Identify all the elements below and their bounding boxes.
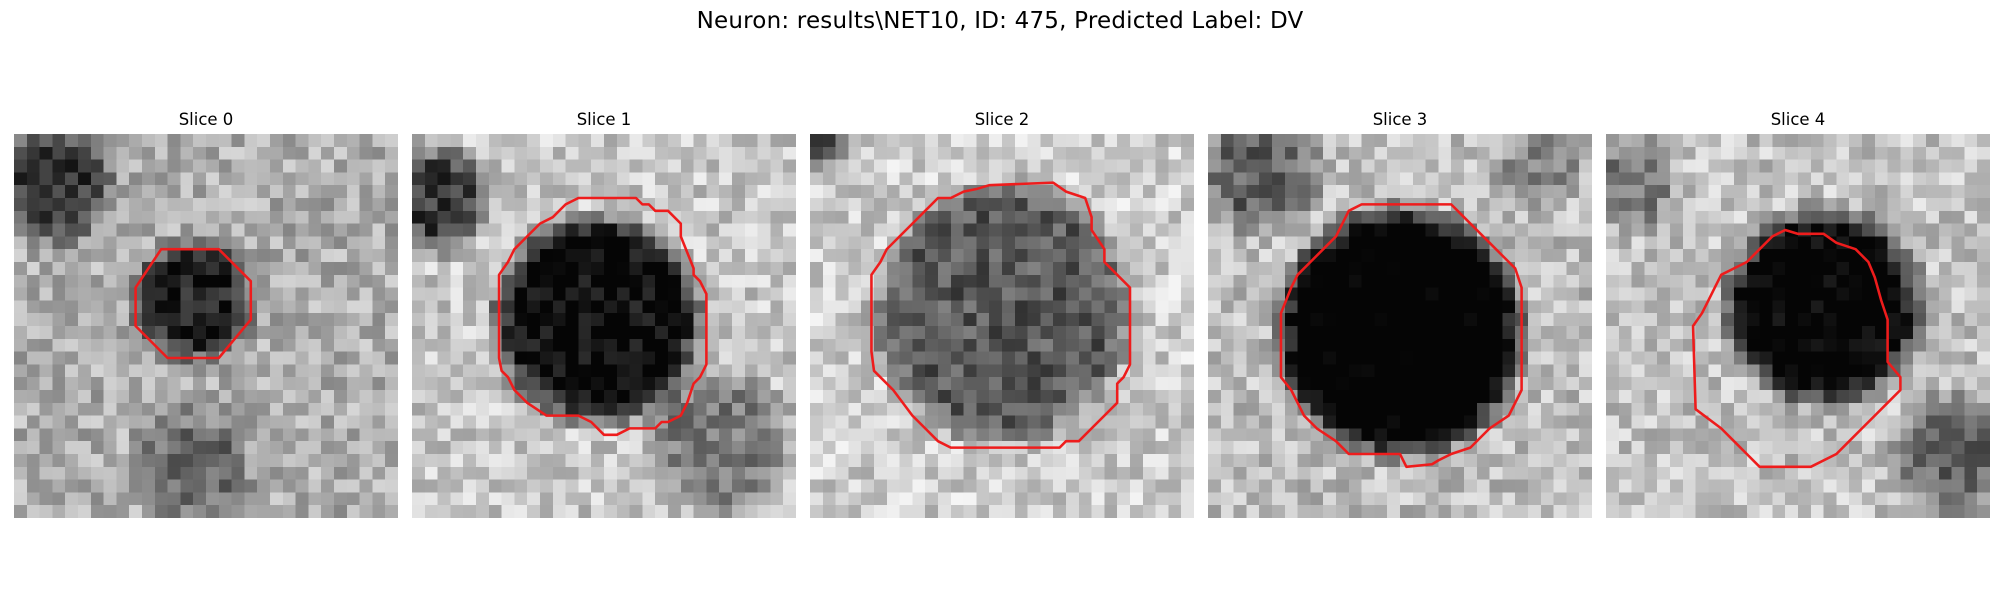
slice-panel-0: Slice 0 bbox=[14, 110, 398, 518]
segmentation-contour bbox=[870, 181, 1132, 449]
slice-title: Slice 4 bbox=[1770, 110, 1826, 129]
slice-panel-3: Slice 3 bbox=[1208, 110, 1592, 518]
figure-title: Neuron: results\NET10, ID: 475, Predicte… bbox=[696, 8, 1304, 34]
slice-image bbox=[810, 134, 1194, 518]
slice-image bbox=[412, 134, 796, 518]
slice-panel-1: Slice 1 bbox=[412, 110, 796, 518]
slice-title: Slice 0 bbox=[178, 110, 234, 129]
slice-image bbox=[1606, 134, 1990, 518]
slice-image bbox=[1208, 134, 1592, 518]
slice-title: Slice 1 bbox=[576, 110, 632, 129]
segmentation-contour bbox=[497, 196, 708, 437]
slice-title: Slice 3 bbox=[1372, 110, 1428, 129]
slice-image bbox=[14, 134, 398, 518]
segmentation-contour bbox=[1691, 228, 1902, 469]
slice-panel-4: Slice 4 bbox=[1606, 110, 1990, 518]
segmentation-contour bbox=[134, 247, 253, 360]
slice-title: Slice 2 bbox=[974, 110, 1030, 129]
slice-panel-2: Slice 2 bbox=[810, 110, 1194, 518]
segmentation-contour bbox=[1279, 203, 1523, 469]
